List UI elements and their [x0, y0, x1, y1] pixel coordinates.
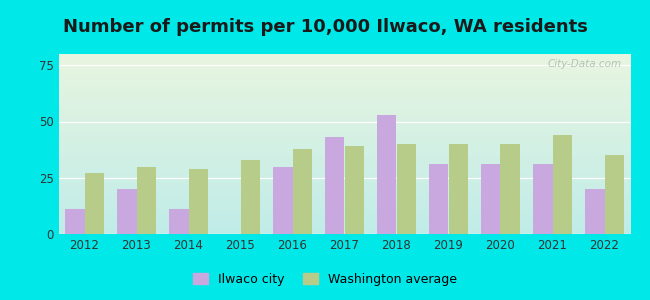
Bar [325, 137, 344, 234]
Bar [377, 115, 396, 234]
Bar [448, 144, 468, 234]
Bar [169, 209, 188, 234]
Bar [481, 164, 500, 234]
Bar [429, 164, 448, 234]
Bar [533, 164, 552, 234]
Text: Number of permits per 10,000 Ilwaco, WA residents: Number of permits per 10,000 Ilwaco, WA … [62, 18, 588, 36]
Bar [292, 148, 312, 234]
Bar [273, 167, 292, 234]
Bar [117, 189, 136, 234]
Bar [604, 155, 624, 234]
Bar [552, 135, 572, 234]
Bar [585, 189, 604, 234]
Bar [500, 144, 520, 234]
Text: City-Data.com: City-Data.com [548, 59, 622, 69]
Bar [344, 146, 364, 234]
Legend: Ilwaco city, Washington average: Ilwaco city, Washington average [188, 268, 462, 291]
Bar [240, 160, 260, 234]
Bar [396, 144, 416, 234]
Bar [65, 209, 84, 234]
Bar [188, 169, 208, 234]
Bar [84, 173, 104, 234]
Bar [136, 167, 156, 234]
